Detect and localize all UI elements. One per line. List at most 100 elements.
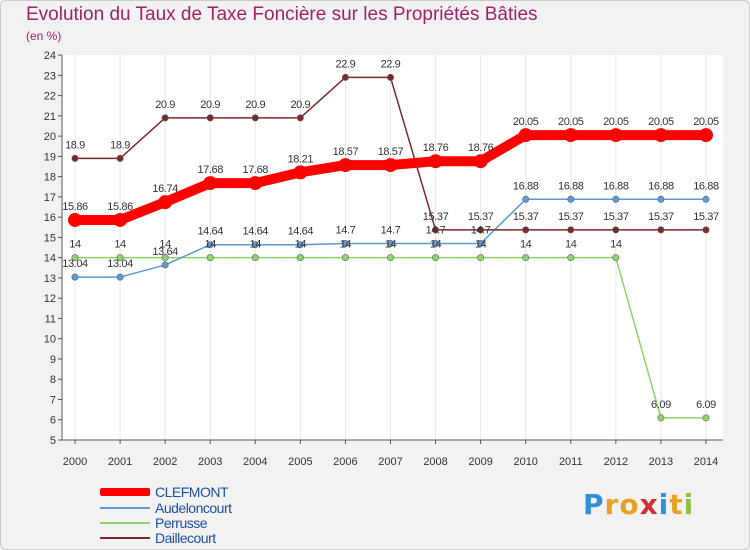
chart-title: Evolution du Taux de Taxe Foncière sur l… bbox=[26, 4, 538, 25]
data-label-clefmont: 17.68 bbox=[197, 164, 223, 176]
logo-letter: P bbox=[583, 488, 605, 521]
y-tick-label: 5 bbox=[50, 435, 56, 447]
data-point-daillecourt bbox=[522, 226, 530, 234]
data-point-audeloncourt bbox=[477, 239, 485, 247]
x-tick-label: 2004 bbox=[243, 456, 267, 468]
data-label-perrusse: 14 bbox=[475, 239, 487, 251]
data-label-audeloncourt: 16.88 bbox=[513, 180, 539, 192]
y-tick-label: 16 bbox=[44, 212, 56, 224]
y-tick-label: 11 bbox=[45, 313, 56, 325]
x-tick-label: 2014 bbox=[694, 456, 718, 468]
data-point-perrusse bbox=[251, 254, 259, 262]
data-label-perrusse: 14 bbox=[565, 239, 577, 251]
data-label-perrusse: 14 bbox=[159, 239, 171, 251]
data-label-clefmont: 18.21 bbox=[288, 153, 314, 165]
data-label-audeloncourt: 14.7 bbox=[426, 224, 446, 236]
data-label-perrusse: 14 bbox=[204, 239, 216, 251]
data-point-clefmont bbox=[158, 195, 173, 210]
x-tick-label: 2011 bbox=[559, 456, 583, 468]
data-label-daillecourt: 22.9 bbox=[336, 58, 356, 70]
data-label-audeloncourt: 16.88 bbox=[558, 180, 584, 192]
data-label-clefmont: 20.05 bbox=[558, 116, 584, 128]
data-label-perrusse: 6.09 bbox=[651, 399, 671, 411]
data-label-daillecourt: 15.37 bbox=[423, 211, 449, 223]
legend-label-perrusse: Perrusse bbox=[155, 515, 208, 531]
x-tick-label: 2005 bbox=[288, 456, 312, 468]
data-label-clefmont: 20.05 bbox=[603, 116, 629, 128]
data-point-audeloncourt bbox=[71, 273, 79, 281]
data-label-daillecourt: 18.9 bbox=[110, 139, 130, 151]
data-point-daillecourt bbox=[296, 114, 304, 122]
data-point-audeloncourt bbox=[432, 239, 440, 247]
data-point-clefmont bbox=[383, 158, 398, 173]
y-tick-label: 18 bbox=[44, 172, 56, 184]
data-label-audeloncourt: 13.64 bbox=[152, 246, 178, 258]
data-point-audeloncourt bbox=[567, 195, 575, 203]
data-point-audeloncourt bbox=[522, 195, 530, 203]
data-label-daillecourt: 22.9 bbox=[381, 58, 401, 70]
data-label-audeloncourt: 14.7 bbox=[336, 224, 356, 236]
x-tick-label: 2007 bbox=[378, 456, 402, 468]
data-point-daillecourt bbox=[702, 226, 710, 234]
data-point-clefmont bbox=[563, 128, 578, 143]
data-point-perrusse bbox=[657, 414, 665, 422]
data-point-audeloncourt bbox=[702, 195, 710, 203]
logo-letter: i bbox=[658, 488, 670, 521]
y-tick-label: 17 bbox=[44, 192, 56, 204]
y-tick-label: 12 bbox=[44, 293, 56, 305]
y-tick-label: 6 bbox=[50, 415, 56, 427]
data-point-clefmont bbox=[338, 158, 353, 173]
data-label-audeloncourt: 16.88 bbox=[603, 180, 629, 192]
data-label-daillecourt: 15.37 bbox=[693, 211, 719, 223]
data-point-clefmont bbox=[203, 176, 218, 191]
data-point-audeloncourt bbox=[206, 241, 214, 249]
data-label-audeloncourt: 14.7 bbox=[381, 224, 401, 236]
data-point-perrusse bbox=[432, 254, 440, 262]
plot-area bbox=[62, 55, 723, 440]
data-label-perrusse: 14 bbox=[69, 239, 81, 251]
data-label-clefmont: 15.86 bbox=[62, 201, 88, 213]
x-tick-label: 2006 bbox=[333, 456, 357, 468]
data-point-perrusse bbox=[71, 254, 79, 262]
y-tick-label: 19 bbox=[44, 151, 56, 163]
data-point-perrusse bbox=[612, 254, 620, 262]
data-point-clefmont bbox=[653, 128, 668, 143]
data-label-daillecourt: 15.37 bbox=[513, 211, 539, 223]
y-tick-label: 14 bbox=[44, 253, 56, 265]
x-tick-label: 2003 bbox=[198, 456, 222, 468]
data-label-clefmont: 18.57 bbox=[333, 146, 359, 158]
legend-label-audeloncourt: Audeloncourt bbox=[155, 500, 232, 516]
data-label-perrusse: 14 bbox=[430, 239, 442, 251]
data-label-daillecourt: 18.9 bbox=[65, 139, 85, 151]
x-tick-label: 2001 bbox=[108, 456, 132, 468]
data-point-audeloncourt bbox=[251, 241, 259, 249]
data-point-daillecourt bbox=[206, 114, 214, 122]
legend-swatch-clefmont bbox=[100, 488, 150, 496]
data-label-daillecourt: 15.37 bbox=[648, 211, 674, 223]
y-tick-label: 7 bbox=[50, 394, 56, 406]
x-tick-label: 2002 bbox=[153, 456, 177, 468]
data-label-clefmont: 18.76 bbox=[423, 142, 449, 154]
data-point-daillecourt bbox=[657, 226, 665, 234]
data-label-clefmont: 20.05 bbox=[693, 116, 719, 128]
data-label-perrusse: 14 bbox=[114, 239, 126, 251]
x-tick-label: 2008 bbox=[423, 456, 447, 468]
data-point-perrusse bbox=[341, 254, 349, 262]
logo-letter: x bbox=[639, 488, 659, 521]
data-label-clefmont: 20.05 bbox=[513, 116, 539, 128]
data-point-clefmont bbox=[698, 128, 713, 143]
logo-letter: r bbox=[604, 488, 620, 521]
data-label-daillecourt: 15.37 bbox=[468, 211, 494, 223]
data-point-perrusse bbox=[161, 254, 169, 262]
y-tick-label: 22 bbox=[44, 91, 56, 103]
logo-letter: i bbox=[683, 488, 695, 521]
data-label-perrusse: 14 bbox=[250, 239, 262, 251]
data-point-daillecourt bbox=[477, 226, 485, 234]
data-label-perrusse: 6.09 bbox=[696, 399, 716, 411]
x-tick-label: 2010 bbox=[513, 456, 537, 468]
data-label-daillecourt: 20.9 bbox=[155, 99, 175, 111]
data-point-perrusse bbox=[702, 414, 710, 422]
y-tick-label: 15 bbox=[44, 232, 56, 244]
data-label-audeloncourt: 14.7 bbox=[471, 224, 491, 236]
data-label-daillecourt: 15.37 bbox=[603, 211, 629, 223]
